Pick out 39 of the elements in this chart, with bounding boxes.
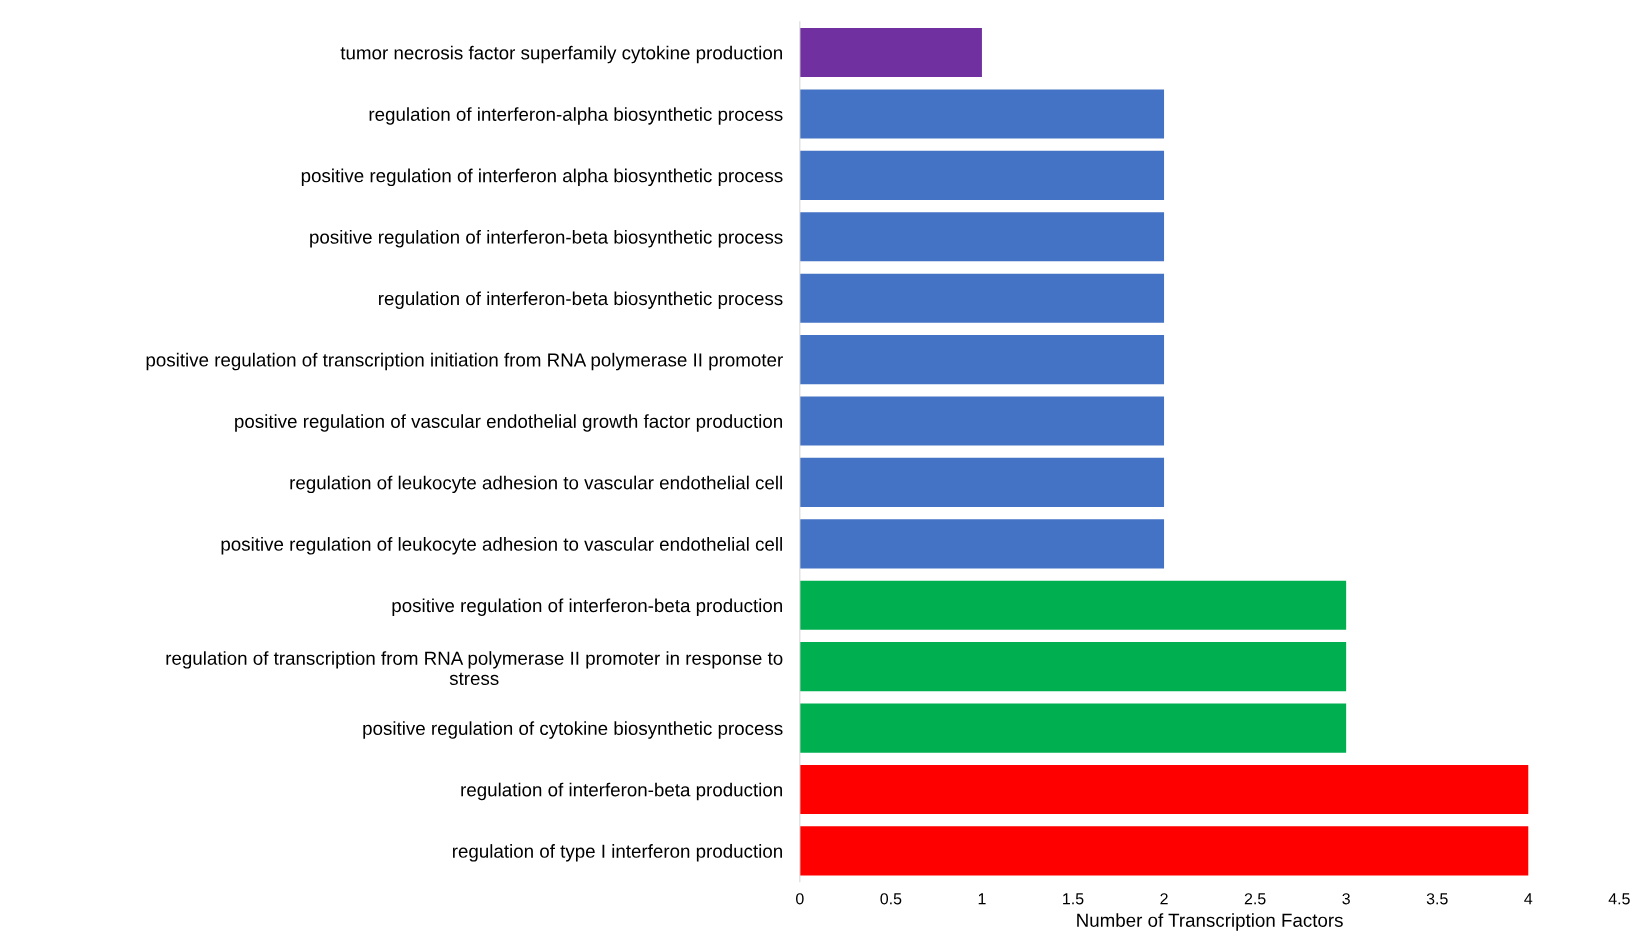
bar — [799, 273, 1165, 323]
bar — [799, 150, 1165, 200]
bar — [799, 580, 1347, 630]
y-tick-label: positive regulation of leukocyte adhesion to vascular endothelial cell — [221, 537, 782, 555]
y-tick-label: regulation of type I interferon production — [452, 844, 782, 862]
x-tick-label: 2 — [1160, 893, 1168, 905]
y-tick-label: regulation of interferon-beta biosynthetic process — [379, 291, 783, 309]
y-tick-label: regulation of transcription from RNA polymerase II promoter in response to stress — [166, 651, 783, 686]
bar — [799, 826, 1529, 876]
x-tick-label: 0 — [796, 893, 804, 905]
bar — [799, 27, 982, 78]
bar — [799, 764, 1529, 815]
y-tick-label: positive regulation of cytokine biosynthetic process — [363, 721, 783, 739]
y-tick-label: tumor necrosis factor superfamily cytokine production — [340, 45, 782, 64]
y-tick-label: positive regulation of interferon alpha biosynthetic process — [301, 168, 783, 187]
x-tick-label: 2.5 — [1244, 893, 1266, 905]
x-tick-label: 3 — [1342, 893, 1350, 905]
bar — [799, 642, 1347, 692]
bar — [799, 335, 1165, 385]
bar — [799, 519, 1165, 569]
x-tick-label: 4.5 — [1608, 893, 1630, 905]
y-tick-label: positive regulation of vascular endothelial growth factor production — [235, 414, 782, 432]
x-tick-label: 3.5 — [1426, 893, 1448, 905]
x-tick-label: 4 — [1524, 893, 1533, 905]
x-axis-title: Number of Transcription Factors — [1077, 913, 1343, 931]
y-tick-label: positive regulation of interferon-beta biosynthetic process — [310, 229, 783, 248]
bar — [799, 396, 1165, 446]
bar — [799, 457, 1165, 507]
bar — [799, 89, 1165, 139]
bar — [799, 703, 1347, 753]
y-tick-label: regulation of interferon-beta production — [461, 782, 782, 801]
x-tick-label: 1.5 — [1063, 893, 1084, 905]
y-tick-label: positive regulation of interferon-beta production — [392, 598, 782, 616]
y-tick-label: regulation of interferon-alpha biosynthetic process — [369, 107, 783, 125]
y-tick-label: regulation of leukocyte adhesion to vascular endothelial cell — [290, 475, 782, 494]
x-tick-label: 1 — [978, 893, 986, 905]
y-tick-label: positive regulation of transcription initiation from RNA polymerase II promoter — [146, 352, 783, 371]
x-tick-label: 0.5 — [880, 893, 902, 905]
bar — [799, 212, 1165, 262]
